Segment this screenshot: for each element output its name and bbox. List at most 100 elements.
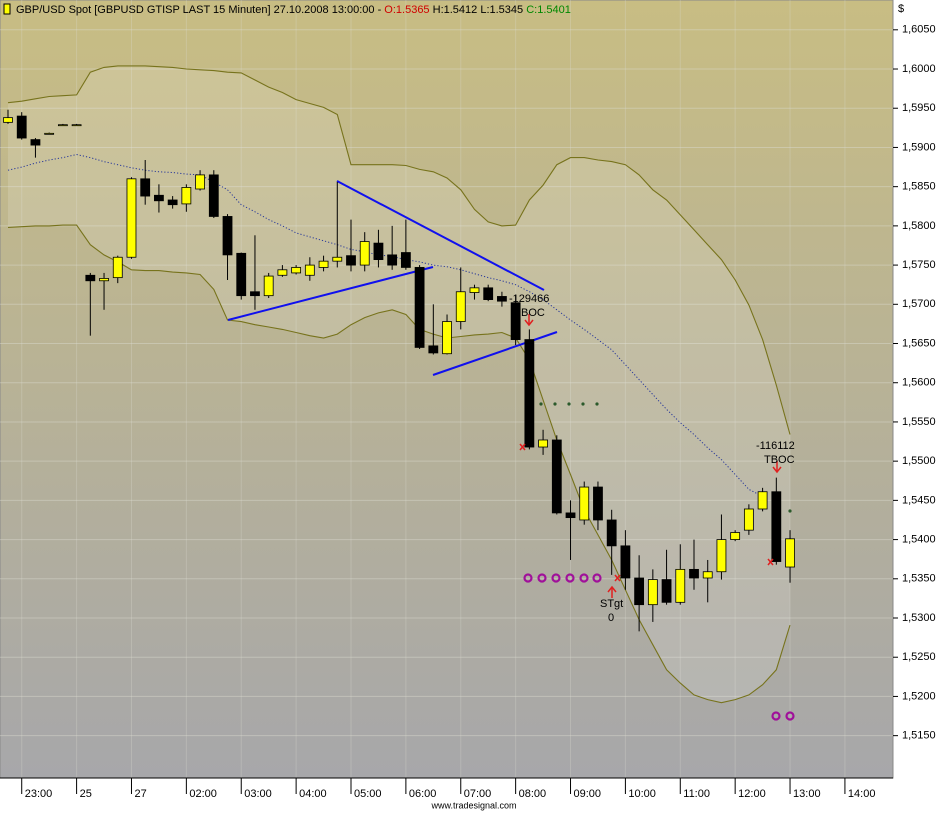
candle-body (208, 174, 219, 217)
candle-body (57, 124, 68, 127)
trend-line (336, 180, 545, 291)
band-upper (7, 65, 791, 435)
candle-body (400, 252, 411, 268)
candle-body (771, 491, 782, 562)
x-tick-label: 06:00 (409, 788, 437, 800)
candle-body (3, 117, 13, 123)
close-label: C:1.5401 (526, 4, 571, 16)
candle-body (538, 439, 548, 448)
y-tick-label: 1,5700 (902, 298, 936, 310)
y-tick-label: 1,6000 (902, 63, 936, 75)
y-tick-label: 1,5600 (902, 377, 936, 389)
y-tick-label: 1,5550 (902, 416, 936, 428)
y-tick-label: 1,5200 (902, 690, 936, 702)
y-tick-label: 1,6050 (902, 24, 936, 36)
candle-body (455, 291, 466, 322)
candle-body (647, 579, 658, 606)
x-tick-label: 09:00 (574, 788, 602, 800)
annotation: -129466 (509, 293, 549, 305)
x-tick-label: 03:00 (244, 788, 272, 800)
y-tick-label: 1,5350 (902, 573, 936, 585)
signal-dots (539, 402, 792, 513)
x-tick-label: 04:00 (299, 788, 327, 800)
candle-body (44, 132, 55, 135)
y-tick-label: 1,5500 (902, 455, 936, 467)
candle-body (126, 178, 137, 258)
candle-body (634, 577, 645, 606)
candle-body (661, 579, 672, 603)
candle-body (140, 178, 151, 197)
legend-icon (3, 3, 11, 15)
candle-body (442, 321, 452, 355)
candle-body (497, 296, 507, 302)
candle-body (222, 216, 233, 256)
x-tick-label: 11:00 (683, 788, 710, 800)
candle-body (373, 242, 384, 260)
candle-body (565, 512, 576, 519)
y-tick-label: 1,5250 (902, 651, 936, 663)
candle-body (689, 568, 699, 579)
annotation: STgt (600, 598, 623, 610)
candle-body (757, 491, 768, 510)
candle-body (30, 139, 41, 146)
axis-unit: $ (898, 3, 904, 15)
candle-body (551, 439, 562, 514)
candle-body (277, 269, 288, 276)
y-tick-label: 1,5850 (902, 181, 936, 193)
candle-body (716, 539, 727, 573)
x-tick-label: 12:00 (738, 788, 766, 800)
title: GBP/USD Spot [GBPUSD GTISP LAST 15 Minut… (16, 4, 382, 16)
candle-body (510, 302, 521, 340)
candle-body (620, 545, 631, 579)
footer: www.tradesignal.com (430, 800, 516, 810)
x-tick-label: 08:00 (519, 788, 547, 800)
y-tick-label: 1,5650 (902, 337, 936, 349)
candle-body (181, 187, 192, 205)
candle-body (428, 345, 439, 354)
candle-body (469, 287, 480, 293)
candle-body (291, 267, 302, 274)
candle-body (236, 252, 247, 297)
candle-body (483, 287, 494, 300)
open-label: O:1.5365 (384, 4, 429, 16)
signal-arrows (519, 314, 782, 598)
y-tick-label: 1,5900 (902, 141, 936, 153)
annotation: -116112 (756, 440, 795, 452)
band-lower (7, 224, 791, 704)
x-tick-label: 13:00 (793, 788, 821, 800)
x-tick-label: 02:00 (189, 788, 217, 800)
x-tick-label: 23:00 (25, 788, 53, 800)
candle-body (250, 291, 260, 297)
candle-body (71, 124, 82, 127)
y-tick-label: 1,5800 (902, 220, 936, 232)
candle-body (524, 339, 535, 448)
candle-body (702, 571, 713, 579)
y-tick-label: 1,5150 (902, 730, 936, 742)
candle-body (359, 241, 370, 266)
target-markers (523, 573, 795, 721)
annotation: TBOC (764, 454, 795, 466)
candle-body (743, 508, 754, 531)
hl-label: H:1.5412 L:1.5345 (433, 4, 524, 16)
x-tick-label: 07:00 (464, 788, 492, 800)
y-tick-label: 1,5750 (902, 259, 936, 271)
y-tick-label: 1,5450 (902, 494, 936, 506)
x-tick-label: 10:00 (628, 788, 656, 800)
candle-body (318, 260, 329, 268)
candle-body (593, 486, 603, 521)
candle-body (16, 115, 27, 139)
candle-body (112, 256, 123, 279)
annotation: 0 (608, 612, 614, 624)
candle-body (414, 267, 425, 348)
candle-body (332, 256, 343, 262)
y-tick-label: 1,5300 (902, 612, 936, 624)
candle-body (579, 486, 590, 521)
candle-body (99, 278, 109, 282)
plot-area (0, 0, 894, 779)
y-tick-label: 1,5950 (902, 102, 936, 114)
chart-title: GBP/USD Spot [GBPUSD GTISP LAST 15 Minut… (16, 4, 571, 16)
candle-body (154, 194, 164, 202)
x-tick-label: 14:00 (848, 788, 876, 800)
trend-line (432, 331, 558, 376)
